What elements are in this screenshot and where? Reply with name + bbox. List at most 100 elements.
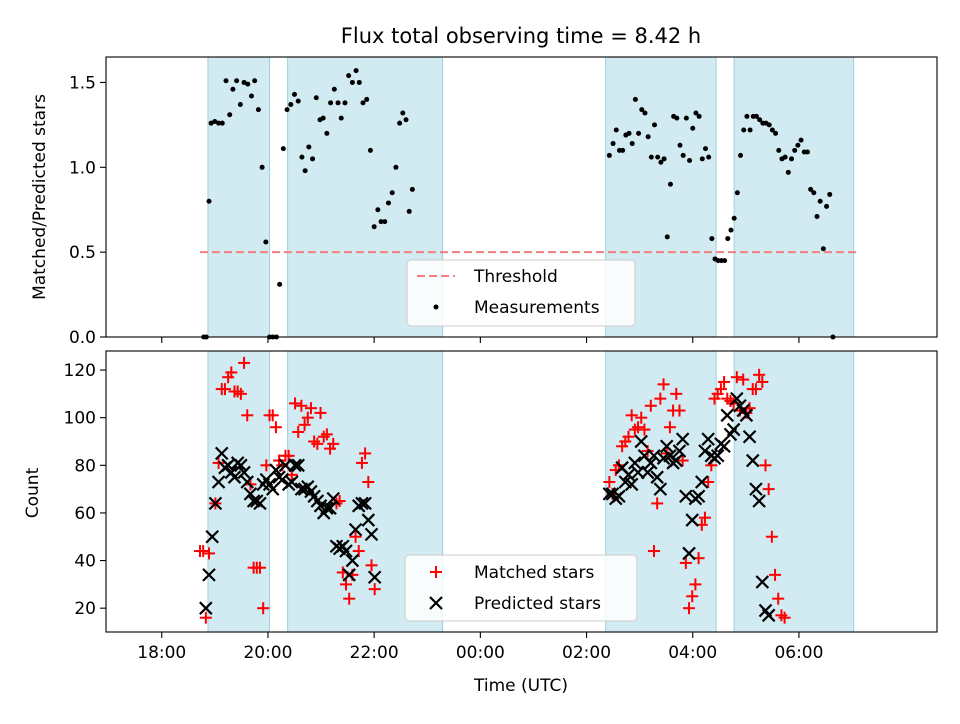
predicted-star-point: [288, 458, 302, 473]
predicted-star-point: [694, 475, 709, 489]
matched-star-point: [225, 366, 238, 379]
predicted-star-stroke: [240, 475, 255, 489]
predicted-star-stroke: [288, 458, 302, 473]
measurement-point: [248, 93, 254, 99]
predicted-star-stroke: [640, 465, 655, 480]
predicted-star-point: [320, 501, 334, 515]
matched-star-point: [759, 459, 772, 472]
predicted-star-stroke: [717, 439, 731, 454]
predicted-star-stroke: [361, 513, 376, 527]
measurement-point: [310, 156, 316, 162]
predicted-star-stroke: [243, 487, 258, 501]
predicted-star-stroke: [755, 575, 770, 589]
measurement-point: [690, 125, 696, 131]
predicted-star-stroke: [691, 489, 706, 504]
measurement-point: [674, 115, 680, 121]
matched-star-point: [670, 387, 683, 400]
count-panel: 20 40 60 80 100 120 18:00 20:00 22:00 00:00 02:00…: [23, 350, 938, 696]
measurement-point: [776, 147, 782, 153]
measurement-point: [706, 154, 712, 160]
predicted-star-point: [726, 422, 741, 437]
legend-measurements-swatch: [433, 304, 439, 310]
predicted-star-stroke: [650, 470, 664, 484]
predicted-star-point: [285, 475, 299, 489]
measurement-point: [769, 127, 775, 133]
measurement-point: [741, 127, 747, 133]
predicted-star-point: [691, 489, 706, 504]
measurement-point: [313, 95, 319, 101]
measurement-point: [230, 86, 236, 92]
measurement-point: [824, 203, 830, 209]
measurement-point: [378, 219, 384, 225]
measurement-point: [642, 110, 648, 116]
matched-star-point: [714, 383, 727, 396]
predicted-star-point: [326, 491, 341, 506]
predicted-star-stroke: [336, 539, 350, 554]
predicted-star-stroke: [307, 489, 321, 504]
measurement-point: [814, 214, 820, 220]
predicted-star-stroke: [730, 391, 744, 406]
count-y-axis-label: Count: [23, 467, 43, 518]
matched-star-point: [657, 378, 670, 391]
predicted-star-stroke: [339, 544, 353, 558]
matched-star-point: [683, 602, 696, 615]
legend-matched-swatch: [430, 566, 442, 578]
predicted-star-point: [761, 608, 776, 623]
predicted-star-point: [675, 432, 690, 446]
matched-star-point: [340, 578, 353, 591]
predicted-star-stroke: [739, 408, 754, 423]
predicted-star-point: [749, 482, 763, 496]
measurement-point: [342, 100, 348, 106]
predicted-star-point: [745, 453, 760, 468]
measurement-point: [403, 117, 409, 123]
predicted-star-point: [240, 475, 255, 489]
count-legend: Matched stars Predicted stars: [404, 554, 638, 622]
ratio-y-ticks: 0.0 0.5 1.0 1.5: [69, 73, 106, 348]
y-tick-label: 80: [74, 456, 96, 476]
matched-star-point: [632, 421, 645, 434]
matched-star-point: [355, 456, 368, 469]
predicted-star-point: [612, 489, 626, 504]
measurement-point: [237, 102, 243, 108]
x-tick-label: 02:00: [562, 643, 611, 663]
predicted-star-point: [345, 553, 360, 568]
legend-matched-label: Matched stars: [474, 563, 594, 583]
predicted-star-stroke: [701, 432, 715, 446]
predicted-star-stroke: [761, 608, 776, 623]
x-tick-label: 06:00: [774, 643, 823, 663]
predicted-star-stroke: [675, 432, 690, 446]
predicted-star-stroke: [624, 477, 639, 492]
matched-star-point: [625, 409, 638, 422]
measurement-point: [255, 107, 261, 113]
predicted-star-point: [234, 458, 248, 473]
measurement-point: [295, 98, 301, 104]
matched-star-point: [343, 592, 356, 605]
measurement-point: [734, 190, 740, 196]
measurement-point: [292, 91, 298, 97]
measurement-point: [356, 79, 362, 85]
measurement-point: [216, 120, 222, 126]
x-tick-label: 18:00: [137, 643, 186, 663]
y-tick-label: 20: [74, 599, 96, 619]
count-x-ticks: 18:00 20:00 22:00 00:00 02:00 04:00 06:00: [137, 632, 823, 663]
predicted-star-stroke: [612, 489, 626, 504]
predicted-star-point: [355, 496, 369, 511]
predicted-star-point: [205, 529, 219, 544]
predicted-star-point: [227, 470, 242, 484]
matched-star-point: [686, 590, 699, 603]
measurement-point: [747, 127, 753, 133]
predicted-star-stroke: [726, 422, 741, 437]
predicted-star-point: [717, 439, 731, 454]
x-tick-label: 22:00: [350, 643, 399, 663]
matched-star-point: [772, 592, 785, 605]
matched-star-point: [238, 356, 251, 369]
measurement-point: [263, 239, 269, 245]
measurement-point: [820, 246, 826, 252]
predicted-star-point: [367, 570, 382, 585]
measurement-point: [658, 159, 664, 165]
predicted-star-point: [682, 546, 696, 561]
measurement-point: [219, 120, 225, 126]
measurement-point: [626, 130, 632, 136]
measurement-point: [773, 130, 779, 136]
matched-star-point: [253, 561, 266, 574]
